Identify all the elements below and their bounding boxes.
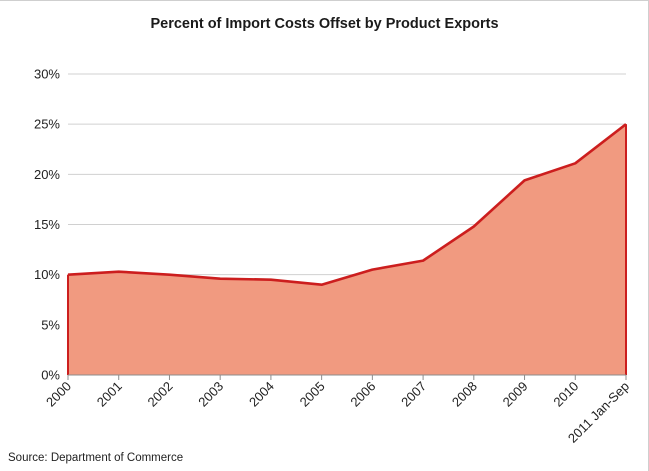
x-tick-label: 2007	[398, 379, 429, 410]
chart-title: Percent of Import Costs Offset by Produc…	[150, 16, 499, 32]
x-tick-label: 2002	[145, 379, 176, 410]
y-tick-label: 30%	[34, 67, 60, 82]
y-tick-label: 10%	[34, 267, 60, 282]
x-tick-label: 2008	[449, 379, 480, 410]
area-fill	[68, 124, 626, 376]
y-tick-label: 15%	[34, 217, 60, 232]
x-tick-labels: 2000 2001 2002 2003 2004 2005 2006 2007 2008 2009…	[43, 379, 632, 446]
chart-source: Source: Department of Commerce	[8, 452, 184, 464]
area-series	[67, 123, 627, 376]
y-tick-label: 5%	[41, 317, 60, 332]
x-tick-label: 2003	[195, 379, 226, 410]
x-tick-label: 2005	[297, 379, 328, 410]
y-tick-label: 20%	[34, 167, 60, 182]
x-tick-label: 2004	[246, 379, 277, 410]
x-tick-label: 2001	[94, 379, 125, 410]
y-tick-labels: 0% 5% 10% 15% 20% 25% 30%	[34, 67, 60, 383]
series-line	[67, 123, 627, 287]
y-tick-label: 0%	[41, 368, 60, 383]
axes	[67, 374, 627, 380]
x-tick-label: 2006	[347, 379, 378, 410]
x-tick-label: 2009	[500, 379, 531, 410]
y-tick-label: 25%	[34, 117, 60, 132]
x-tick-label: 2010	[550, 379, 581, 410]
x-tick-label: 2000	[43, 379, 74, 410]
